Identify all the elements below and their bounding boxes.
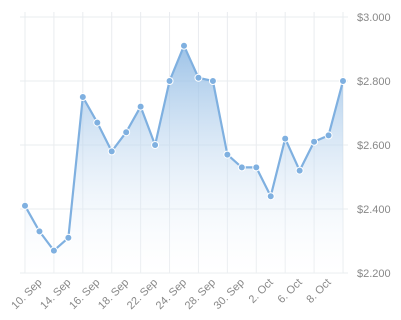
data-point[interactable] (252, 163, 261, 172)
x-tick-label: 16. Sep (67, 277, 102, 312)
data-point[interactable] (295, 166, 304, 175)
x-tick-label: 8. Oct (304, 277, 333, 306)
data-point[interactable] (237, 163, 246, 172)
x-tick-label: 2. Oct (247, 277, 276, 306)
x-tick-label: 18. Sep (96, 277, 131, 312)
y-tick-label: $2.800 (357, 76, 391, 88)
y-tick-label: $2.400 (357, 204, 391, 216)
data-point[interactable] (310, 137, 319, 146)
y-axis: $2.200 $2.400 $2.600 $2.800 $3.000 (357, 12, 391, 280)
data-point[interactable] (281, 134, 290, 143)
x-tick-label: 30. Sep (212, 277, 247, 312)
x-tick-label: 10. Sep (9, 277, 44, 312)
data-point[interactable] (35, 227, 44, 236)
area-layer (25, 45, 343, 273)
x-tick-label: 28. Sep (183, 277, 218, 312)
y-tick-label: $3.000 (357, 12, 391, 24)
data-point[interactable] (21, 201, 29, 210)
x-tick-label: 6. Oct (276, 277, 305, 306)
x-tick-label: 14. Sep (38, 277, 73, 312)
data-point[interactable] (180, 41, 188, 50)
x-tick-label: 24. Sep (154, 277, 189, 312)
y-tick-label: $2.600 (357, 140, 391, 152)
data-point[interactable] (208, 77, 217, 85)
points-layer (21, 41, 347, 255)
data-point[interactable] (78, 93, 87, 101)
data-point[interactable] (107, 147, 116, 156)
data-point[interactable] (266, 192, 275, 201)
data-point[interactable] (339, 77, 347, 85)
data-point[interactable] (151, 141, 160, 149)
y-tick-label: $2.200 (357, 268, 391, 280)
data-point[interactable] (49, 246, 58, 255)
data-point[interactable] (64, 233, 73, 242)
data-point[interactable] (93, 118, 102, 127)
data-point[interactable] (223, 150, 232, 159)
data-point[interactable] (136, 102, 145, 111)
data-point[interactable] (122, 128, 131, 137)
x-tick-label: 22. Sep (125, 277, 160, 312)
data-point[interactable] (324, 131, 333, 140)
data-point[interactable] (194, 73, 203, 82)
area-fill (25, 45, 343, 273)
data-point[interactable] (165, 77, 174, 85)
